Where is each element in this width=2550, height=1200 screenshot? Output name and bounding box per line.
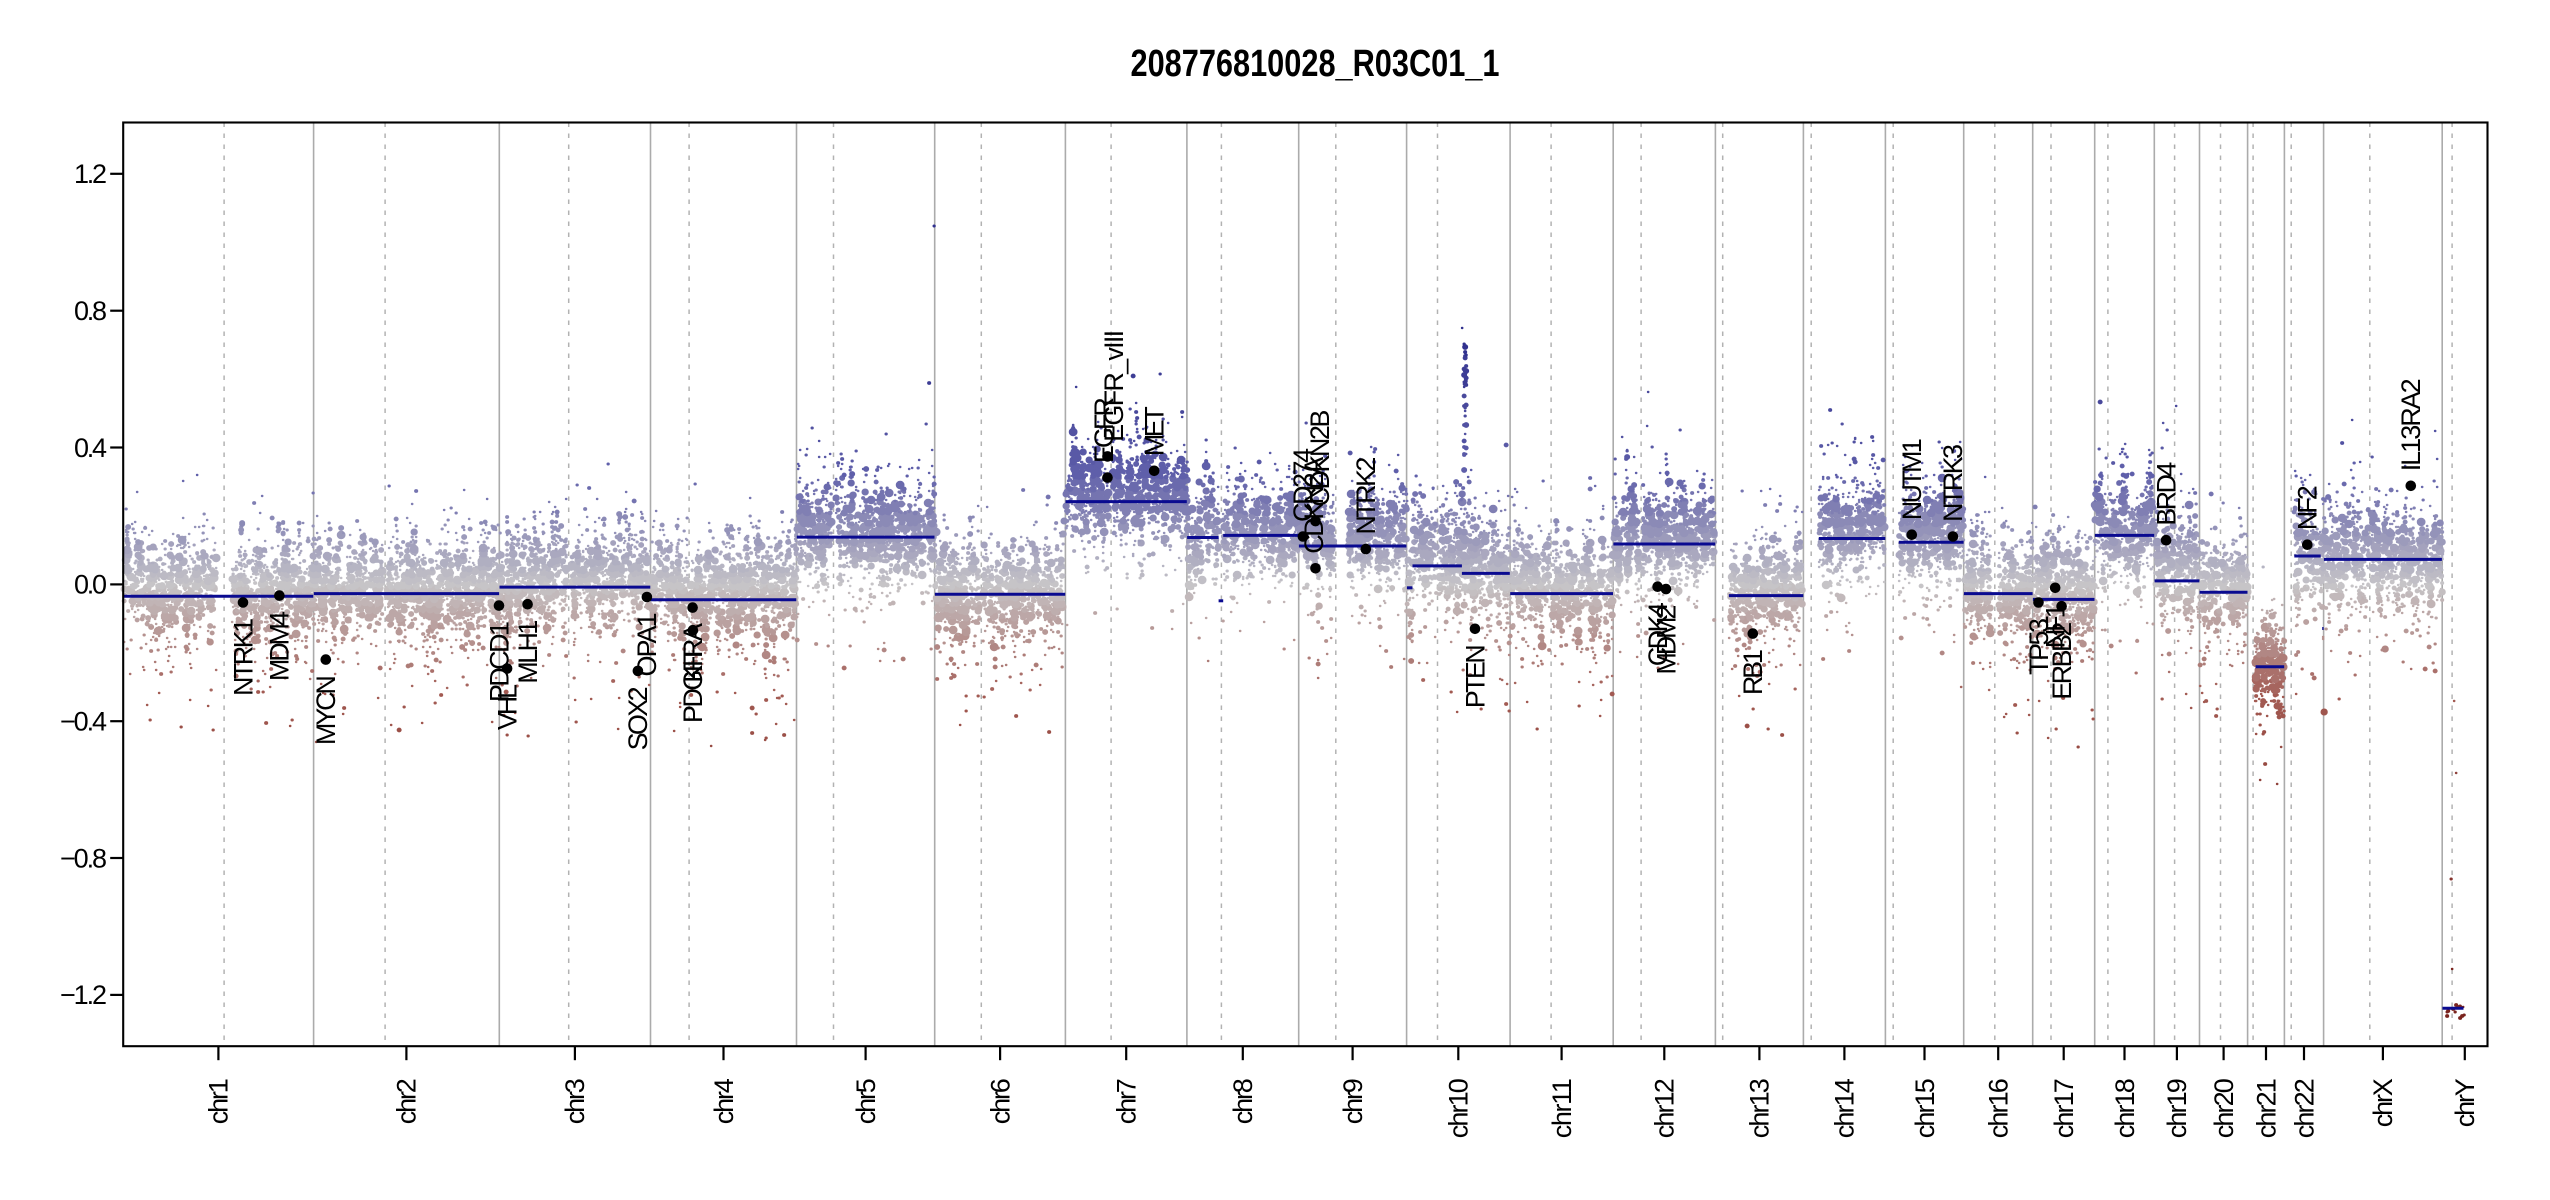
svg-text:MET: MET <box>1140 406 1170 456</box>
svg-text:chr10: chr10 <box>1444 1078 1474 1138</box>
svg-text:chrY: chrY <box>2450 1078 2480 1127</box>
svg-text:0.8: 0.8 <box>74 296 107 326</box>
svg-text:chr20: chr20 <box>2209 1078 2239 1138</box>
svg-text:chr17: chr17 <box>2049 1078 2079 1138</box>
svg-text:chr11: chr11 <box>1547 1078 1577 1138</box>
svg-text:CD274: CD274 <box>1288 448 1318 522</box>
svg-text:PDCD1: PDCD1 <box>484 621 514 702</box>
svg-text:ERBB2: ERBB2 <box>2047 622 2077 700</box>
svg-text:chr18: chr18 <box>2110 1078 2140 1138</box>
svg-text:chr14: chr14 <box>1830 1078 1860 1138</box>
svg-text:KIT: KIT <box>678 646 708 683</box>
svg-text:208776810028_R03C01_1: 208776810028_R03C01_1 <box>1131 43 1500 85</box>
svg-text:0.0: 0.0 <box>74 570 107 600</box>
svg-text:−1.2: −1.2 <box>60 980 107 1010</box>
svg-text:EGFR_vIII: EGFR_vIII <box>1099 330 1129 442</box>
svg-text:NUTM1: NUTM1 <box>1897 438 1927 520</box>
svg-text:chr6: chr6 <box>985 1078 1015 1124</box>
svg-text:chr16: chr16 <box>1984 1078 2014 1138</box>
svg-text:chr5: chr5 <box>851 1078 881 1124</box>
svg-text:MYCN: MYCN <box>311 675 341 745</box>
svg-text:MDM2: MDM2 <box>1651 605 1681 675</box>
svg-text:chr7: chr7 <box>1112 1078 1142 1124</box>
svg-text:NTRK3: NTRK3 <box>1938 444 1968 522</box>
svg-text:chrX: chrX <box>2368 1078 2398 1127</box>
svg-text:chr3: chr3 <box>560 1078 590 1124</box>
svg-text:RB1: RB1 <box>1738 649 1768 695</box>
svg-text:CDK4: CDK4 <box>1643 602 1673 666</box>
svg-text:1.2: 1.2 <box>74 159 107 189</box>
svg-text:chr12: chr12 <box>1650 1078 1680 1138</box>
svg-text:NTRK1: NTRK1 <box>228 618 258 696</box>
svg-text:−0.8: −0.8 <box>60 843 107 873</box>
svg-text:NF2: NF2 <box>2293 485 2323 530</box>
svg-text:PTEN: PTEN <box>1460 644 1490 708</box>
svg-text:chr13: chr13 <box>1745 1078 1775 1138</box>
svg-text:chr21: chr21 <box>2251 1078 2281 1138</box>
svg-text:−0.4: −0.4 <box>60 707 107 737</box>
svg-text:NTRK2: NTRK2 <box>1351 457 1381 535</box>
svg-text:BRD4: BRD4 <box>2151 462 2181 526</box>
svg-text:OPA1: OPA1 <box>632 613 662 677</box>
svg-text:chr22: chr22 <box>2289 1078 2319 1138</box>
svg-text:chr15: chr15 <box>1910 1078 1940 1138</box>
svg-text:chr9: chr9 <box>1338 1078 1368 1124</box>
svg-text:0.4: 0.4 <box>74 433 107 463</box>
svg-text:chr8: chr8 <box>1228 1078 1258 1124</box>
svg-text:SOX2: SOX2 <box>623 686 653 750</box>
svg-text:PDGFRA: PDGFRA <box>678 623 708 723</box>
svg-text:IL13RA2: IL13RA2 <box>2396 378 2426 471</box>
svg-text:VHL: VHL <box>492 684 522 730</box>
svg-text:CDKN2B: CDKN2B <box>1305 410 1335 507</box>
svg-text:chr19: chr19 <box>2162 1078 2192 1138</box>
svg-text:NF1: NF1 <box>2041 603 2071 648</box>
svg-text:chr1: chr1 <box>204 1078 234 1124</box>
svg-text:chr2: chr2 <box>392 1078 422 1124</box>
svg-text:chr4: chr4 <box>709 1078 739 1124</box>
svg-text:EGFR: EGFR <box>1089 397 1119 463</box>
svg-text:MDM4: MDM4 <box>265 611 295 681</box>
svg-text:TP53: TP53 <box>2024 618 2054 675</box>
svg-text:MLH1: MLH1 <box>513 620 543 684</box>
svg-text:CDKN2A: CDKN2A <box>1299 457 1329 554</box>
